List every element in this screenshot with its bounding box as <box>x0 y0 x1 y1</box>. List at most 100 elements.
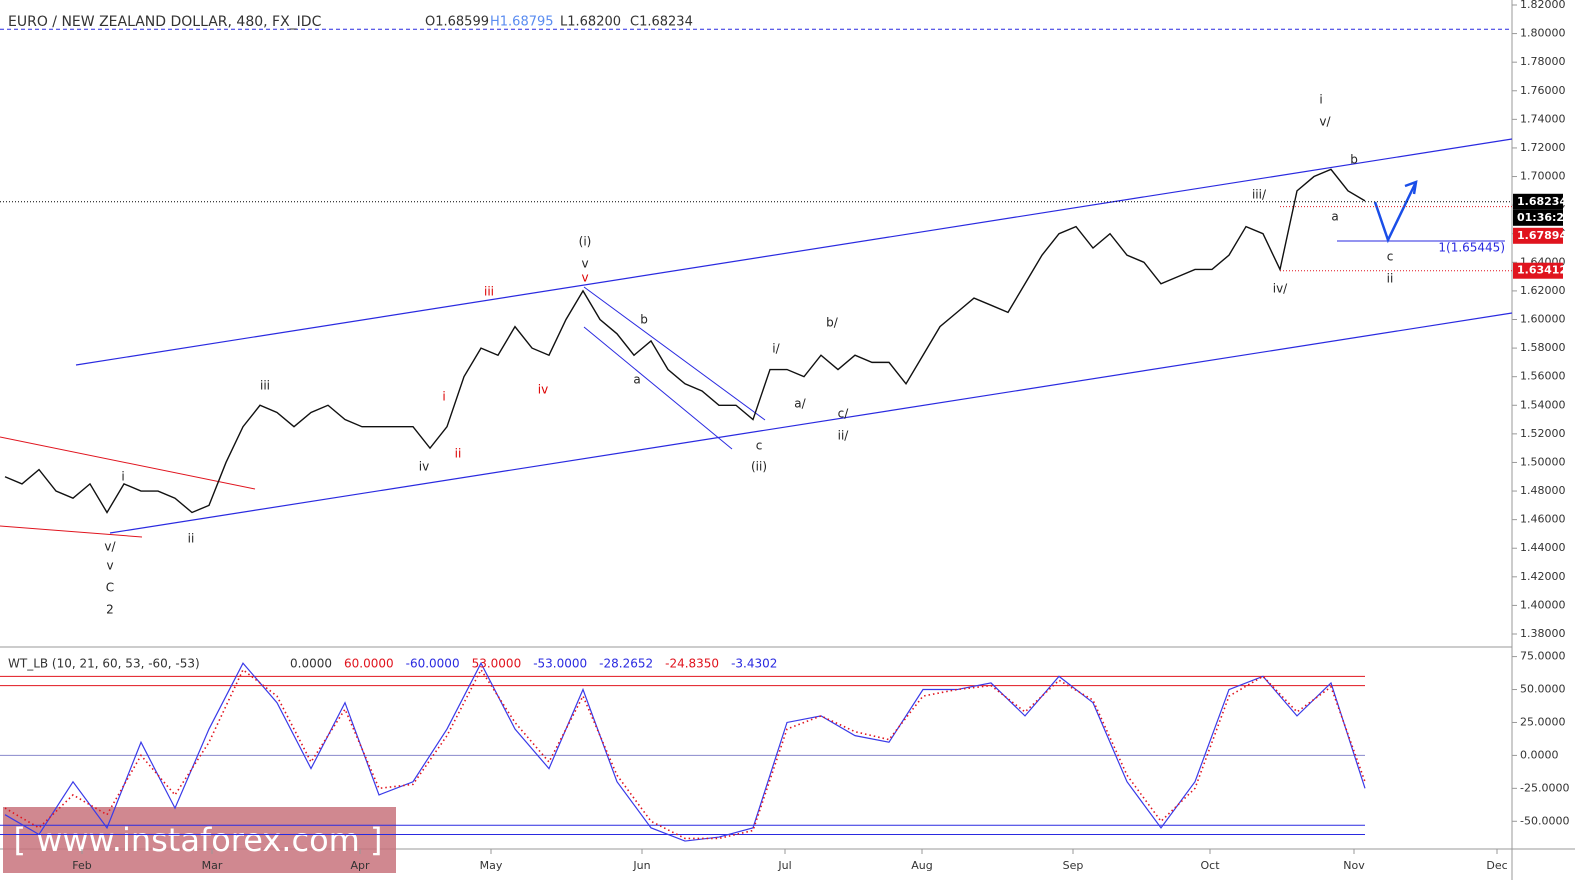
wave-label: i/ <box>772 342 780 356</box>
y-tick-label: 1.54000 <box>1520 398 1566 411</box>
price-line <box>4 168 1366 514</box>
price-tag-box <box>1513 193 1563 210</box>
wave-label: b <box>640 313 648 327</box>
ohlc: H1.68795 <box>490 15 554 30</box>
x-tick-label: Jun <box>632 859 650 872</box>
wave-label: iv <box>538 383 548 397</box>
y-tick-label: 0.0000 <box>1520 748 1559 761</box>
y-tick-label: 1.72000 <box>1520 141 1566 154</box>
sub-channel <box>583 286 766 421</box>
wave-label: a/ <box>794 397 806 411</box>
fib-label: 1(1.65445) <box>1438 241 1505 255</box>
wave-label: c <box>1387 250 1394 264</box>
wave-label: b <box>1350 153 1358 167</box>
wave-label: ii <box>455 447 462 461</box>
y-tick-label: 75.0000 <box>1520 650 1566 663</box>
wave-label: v <box>581 271 588 285</box>
y-tick-label: 1.46000 <box>1520 513 1566 526</box>
wave-label: i <box>1319 93 1322 107</box>
wave-label: iv <box>419 460 429 474</box>
y-tick-label: 1.48000 <box>1520 484 1566 497</box>
y-tick-label: -25.0000 <box>1520 781 1569 794</box>
wave-label: v <box>581 257 588 271</box>
wave-label: a <box>1331 210 1338 224</box>
wave-label: b/ <box>826 316 839 330</box>
indicator-readout: -60.0000 <box>406 657 460 671</box>
y-tick-label: 1.78000 <box>1520 55 1566 68</box>
price-tag: 1.67894 <box>1517 229 1567 242</box>
wave-label: iv/ <box>1273 282 1288 296</box>
wave-label: ii <box>1387 272 1394 286</box>
indicator-readout: -28.2652 <box>599 657 653 671</box>
wave-label: 2 <box>106 603 114 617</box>
y-tick-label: 1.74000 <box>1520 112 1566 125</box>
wave-label: (i) <box>579 235 592 249</box>
wave-label: ii <box>188 532 195 546</box>
x-tick-label: May <box>480 859 503 872</box>
x-tick-label: Aug <box>911 859 932 872</box>
wave-label: c/ <box>838 407 850 421</box>
price-tag: 1.68234 <box>1517 195 1567 208</box>
indicator-line <box>4 668 1366 840</box>
wave-label: iii <box>260 379 270 393</box>
x-tick-label: Dec <box>1486 859 1507 872</box>
indicator-readout: -24.8350 <box>665 657 719 671</box>
y-tick-label: 50.0000 <box>1520 683 1566 696</box>
y-tick-label: 1.42000 <box>1520 570 1566 583</box>
x-tick-label: Feb <box>72 859 91 872</box>
x-tick-label: Jul <box>777 859 791 872</box>
indicator-readout: -53.0000 <box>533 657 587 671</box>
title: EURO / NEW ZEALAND DOLLAR, 480, FX_IDC <box>8 14 322 30</box>
wave-label: v <box>106 559 113 573</box>
wave-label: a <box>633 373 640 387</box>
y-tick-label: 1.80000 <box>1520 27 1566 40</box>
wave-label: v/ <box>104 540 116 554</box>
indicator-title: WT_LB (10, 21, 60, 53, -60, -53) <box>8 657 200 671</box>
y-tick-label: 1.82000 <box>1520 0 1566 11</box>
wave-label: (ii) <box>751 460 767 474</box>
watermark-box <box>3 807 396 873</box>
x-tick-label: Nov <box>1343 859 1365 872</box>
y-tick-label: 1.52000 <box>1520 427 1566 440</box>
price-tag-box <box>1513 262 1563 279</box>
indicator-readout: 60.0000 <box>344 657 394 671</box>
sub-channel <box>583 326 733 450</box>
y-tick-label: 1.62000 <box>1520 284 1566 297</box>
projection-arrow <box>1373 183 1417 244</box>
channel-upper <box>75 138 1513 366</box>
ohlc: L1.68200 <box>560 15 621 30</box>
x-tick-label: Sep <box>1063 859 1084 872</box>
wave-label: i <box>442 390 445 404</box>
y-tick-label: 1.60000 <box>1520 312 1566 325</box>
y-tick-label: 1.76000 <box>1520 84 1566 97</box>
wave-label: v/ <box>1319 115 1331 129</box>
ohlc: O1.68599 <box>425 15 489 30</box>
ohlc: C1.68234 <box>630 15 693 30</box>
y-tick-label: 1.44000 <box>1520 541 1566 554</box>
channel-lower <box>109 312 1513 534</box>
price-tag: 1.63412 <box>1517 264 1567 277</box>
y-tick-label: 25.0000 <box>1520 715 1566 728</box>
y-tick-label: 1.40000 <box>1520 598 1566 611</box>
y-tick-label: 1.58000 <box>1520 341 1566 354</box>
indicator-readout: -3.4302 <box>731 657 777 671</box>
indicator-readout: 0.0000 <box>290 657 332 671</box>
x-tick-label: Mar <box>202 859 223 872</box>
x-tick-label: Apr <box>350 859 370 872</box>
wave-label: c <box>756 439 763 453</box>
price-tag-box <box>1513 227 1563 244</box>
wave-label: iii/ <box>1252 188 1267 202</box>
y-tick-label: 1.50000 <box>1520 455 1566 468</box>
countdown-box <box>1513 209 1563 226</box>
indicator-readout: 53.0000 <box>472 657 522 671</box>
arrow-head <box>1404 180 1418 195</box>
wave-label: C <box>106 581 114 595</box>
red-trendline <box>0 525 143 538</box>
y-tick-label: 1.56000 <box>1520 370 1566 383</box>
wave-label: iii <box>484 285 494 299</box>
red-trendline <box>0 436 256 490</box>
y-tick-label: 1.38000 <box>1520 627 1566 640</box>
y-tick-label: -50.0000 <box>1520 814 1569 827</box>
